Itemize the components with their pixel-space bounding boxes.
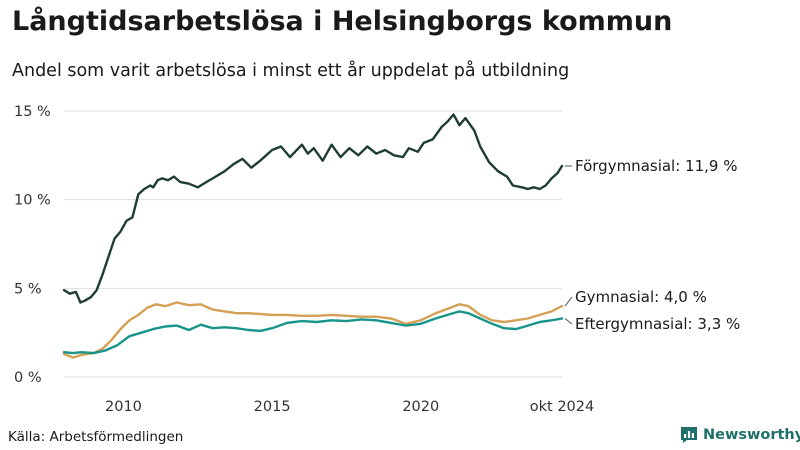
y-tick-label: 15 %	[14, 104, 51, 120]
series-line-forgymnasial	[62, 113, 564, 304]
end-label-gymnasial: Gymnasial: 4,0 %	[575, 288, 707, 306]
end-label-forgymnasial: Förgymnasial: 11,9 %	[575, 157, 737, 175]
chart-subtitle: Andel som varit arbetslösa i minst ett å…	[12, 61, 570, 81]
y-tick-label: 5 %	[14, 281, 42, 297]
y-tick-label: 0 %	[14, 370, 42, 386]
series-line-gymnasial	[62, 301, 564, 359]
brand-logo: Newsworthy	[680, 426, 800, 444]
leader-line-eftergymnasial	[564, 318, 573, 325]
axis-layer: 0 % 5 % 10 % 15 % 2010 2015 2020 okt 2024	[14, 104, 594, 415]
line-chart: 0 % 5 % 10 % 15 % 2010 2015 2020 okt 2024 Förgy…	[14, 104, 740, 415]
end-label-eftergymnasial: Eftergymnasial: 3,3 %	[575, 315, 740, 333]
grid-layer	[64, 110, 562, 378]
source-note: Källa: Arbetsförmedlingen	[8, 429, 184, 445]
leader-line-gymnasial	[564, 296, 573, 307]
brand-name: Newsworthy	[703, 427, 800, 443]
x-tick-label: okt 2024	[530, 399, 594, 415]
label-layer: Förgymnasial: 11,9 % Gymnasial: 4,0 % Efte…	[564, 157, 740, 333]
series-layer	[62, 113, 564, 359]
y-tick-label: 10 %	[14, 193, 51, 209]
x-tick-label: 2015	[254, 399, 291, 415]
chart-title: Långtidsarbetslösa i Helsingborgs kommun	[12, 6, 673, 37]
bar-chart-speech-bubble-icon	[681, 427, 697, 443]
x-tick-label: 2020	[402, 399, 439, 415]
x-tick-label: 2010	[105, 399, 142, 415]
series-line-eftergymnasial	[62, 310, 564, 355]
